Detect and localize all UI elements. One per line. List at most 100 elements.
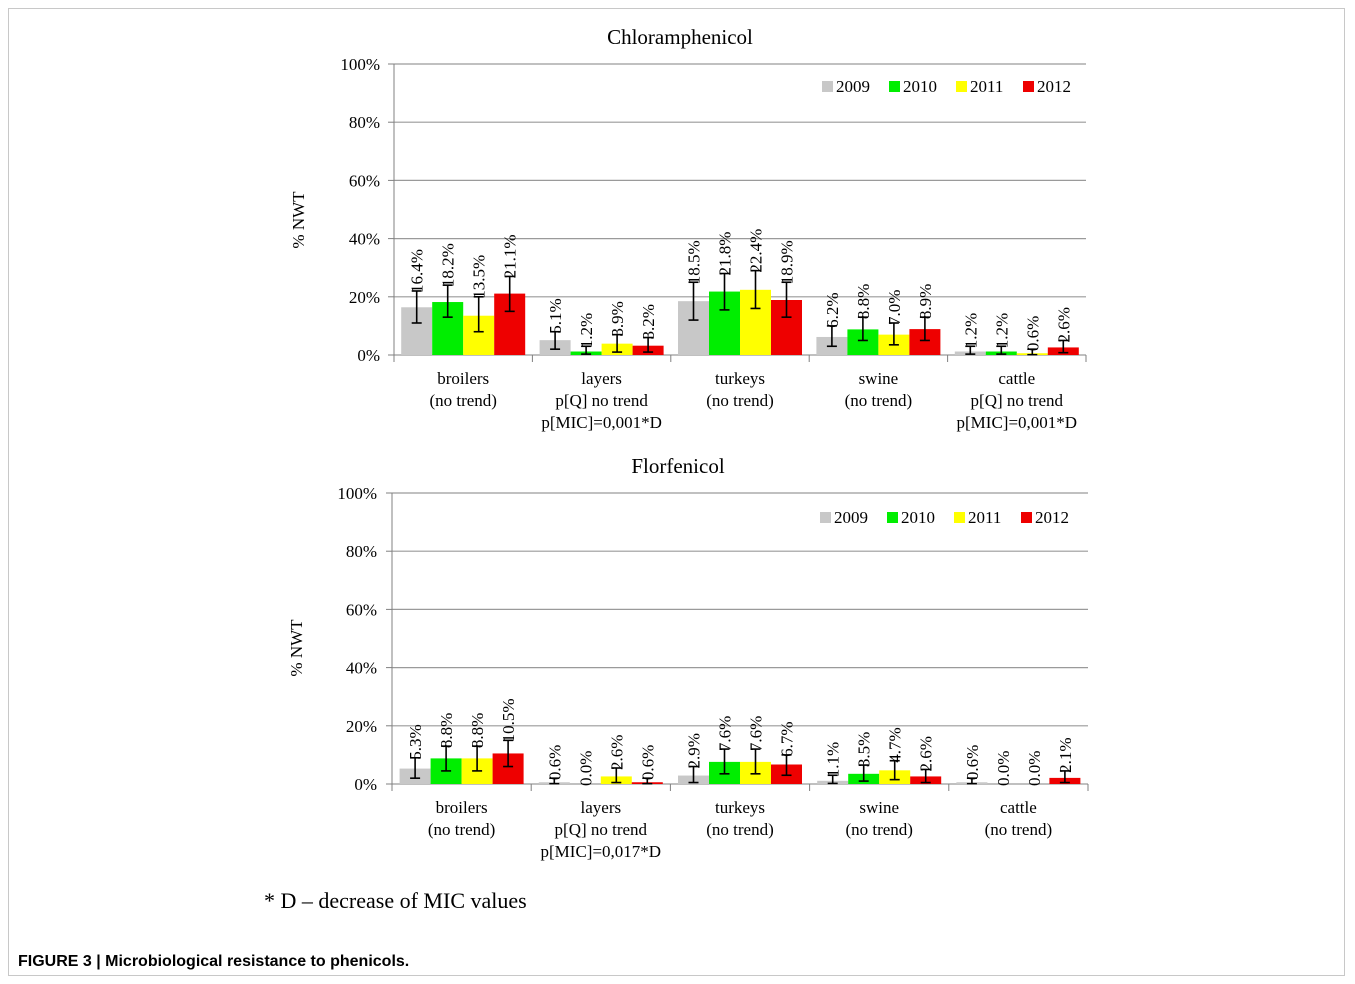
data-label: 5.1% — [546, 298, 565, 333]
data-label: 5.3% — [406, 724, 425, 759]
data-label: 0.6% — [963, 745, 982, 780]
data-label: 21.8% — [716, 232, 735, 276]
y-tick-label: 20% — [346, 717, 377, 736]
data-label: 6.2% — [823, 292, 842, 327]
category-label: cattle — [998, 369, 1035, 388]
chloramphenicol-chart: Chloramphenicol 0% 20% 40% 60% 80% 100% % NWT br… — [289, 25, 1087, 432]
legend-label-2011: 2011 — [968, 508, 1001, 527]
y-axis-label: % NWT — [287, 619, 306, 677]
legend-swatch-2010 — [889, 81, 900, 92]
y-axis-label: % NWT — [289, 191, 308, 249]
data-label: 0.6% — [1023, 316, 1042, 351]
category-label: (no trend) — [706, 820, 774, 839]
data-label: 3.9% — [608, 301, 627, 336]
category-label: p[MIC]=0,001*D — [957, 413, 1078, 432]
data-label: 22.4% — [747, 229, 766, 273]
legend-swatch-2012 — [1023, 81, 1034, 92]
y-tick-label: 100% — [337, 484, 377, 503]
data-label: 0.0% — [576, 751, 595, 786]
footnote: * D – decrease of MIC values — [264, 888, 527, 913]
data-label: 8.9% — [916, 284, 935, 319]
legend-swatch-2009 — [820, 512, 831, 523]
data-label: 3.2% — [639, 304, 658, 339]
figure-caption: FIGURE 3 | Microbiological resistance to… — [18, 953, 410, 970]
data-label: 6.7% — [778, 721, 797, 756]
category-label: layers — [581, 369, 622, 388]
legend-swatch-2012 — [1021, 512, 1032, 523]
y-tick-label: 20% — [349, 288, 380, 307]
data-label: 2.9% — [685, 733, 704, 768]
data-label: 1.2% — [992, 313, 1011, 348]
category-label: turkeys — [715, 369, 765, 388]
category-label: p[MIC]=0,001*D — [541, 413, 662, 432]
legend-swatch-2011 — [954, 512, 965, 523]
category-label: swine — [859, 798, 899, 817]
category-label: p[Q] no trend — [971, 391, 1064, 410]
data-label: 10.5% — [499, 698, 518, 742]
data-label: 2.6% — [917, 736, 936, 771]
y-tick-label: 60% — [349, 171, 380, 190]
data-label: 16.4% — [408, 249, 427, 293]
category-label: layers — [581, 798, 622, 817]
y-tick-label: 0% — [354, 775, 377, 794]
category-label: (no trend) — [429, 391, 497, 410]
legend-label-2012: 2012 — [1037, 77, 1071, 96]
data-label: 1.1% — [824, 742, 843, 777]
data-label: 0.6% — [638, 745, 657, 780]
data-label: 18.5% — [685, 240, 704, 284]
data-label: 7.6% — [716, 716, 735, 751]
category-label: broilers — [436, 798, 488, 817]
category-label: (no trend) — [845, 391, 913, 410]
data-label: 8.8% — [437, 713, 456, 748]
legend-label-2011: 2011 — [970, 77, 1003, 96]
y-tick-label: 40% — [346, 659, 377, 678]
data-label: 18.9% — [778, 240, 797, 284]
data-label: 0.0% — [1025, 751, 1044, 786]
figure-frame — [8, 8, 1345, 976]
legend-label-2012: 2012 — [1035, 508, 1069, 527]
category-label: (no trend) — [706, 391, 774, 410]
category-label: (no trend) — [428, 820, 496, 839]
data-label: 8.8% — [468, 713, 487, 748]
legend-label-2010: 2010 — [903, 77, 937, 96]
legend-swatch-2009 — [822, 81, 833, 92]
data-label: 1.2% — [577, 313, 596, 348]
y-tick-label: 60% — [346, 600, 377, 619]
legend-swatch-2010 — [887, 512, 898, 523]
data-label: 3.5% — [855, 732, 874, 767]
data-label: 4.7% — [886, 727, 905, 762]
legend-label-2009: 2009 — [836, 77, 870, 96]
y-tick-label: 100% — [340, 55, 380, 74]
florfenicol-chart: Florfenicol 0% 20% 40% 60% 80% 100% % NWT broile… — [287, 454, 1089, 861]
data-label: 21.1% — [501, 235, 520, 279]
category-label: (no trend) — [845, 820, 913, 839]
data-label: 2.1% — [1056, 737, 1075, 772]
category-label: (no trend) — [985, 820, 1053, 839]
legend-label-2010: 2010 — [901, 508, 935, 527]
category-label: swine — [859, 369, 899, 388]
legend-label-2009: 2009 — [834, 508, 868, 527]
category-label: broilers — [437, 369, 489, 388]
chart-title: Chloramphenicol — [607, 25, 753, 49]
data-label: 13.5% — [470, 255, 489, 299]
data-label: 2.6% — [607, 735, 626, 770]
chart-title: Florfenicol — [631, 454, 724, 478]
y-tick-label: 80% — [349, 113, 380, 132]
data-label: 7.0% — [885, 290, 904, 325]
data-label: 2.6% — [1054, 307, 1073, 342]
y-tick-label: 0% — [357, 346, 380, 365]
y-tick-label: 80% — [346, 542, 377, 561]
data-label: 7.6% — [747, 716, 766, 751]
y-tick-label: 40% — [349, 230, 380, 249]
category-label: p[Q] no trend — [555, 391, 648, 410]
data-label: 8.8% — [854, 284, 873, 319]
data-label: 0.6% — [545, 745, 564, 780]
data-label: 18.2% — [439, 243, 458, 287]
legend-swatch-2011 — [956, 81, 967, 92]
category-label: cattle — [1000, 798, 1037, 817]
data-label: 1.2% — [961, 313, 980, 348]
category-label: p[Q] no trend — [555, 820, 648, 839]
category-label: p[MIC]=0,017*D — [541, 842, 662, 861]
data-label: 0.0% — [994, 751, 1013, 786]
category-label: turkeys — [715, 798, 765, 817]
